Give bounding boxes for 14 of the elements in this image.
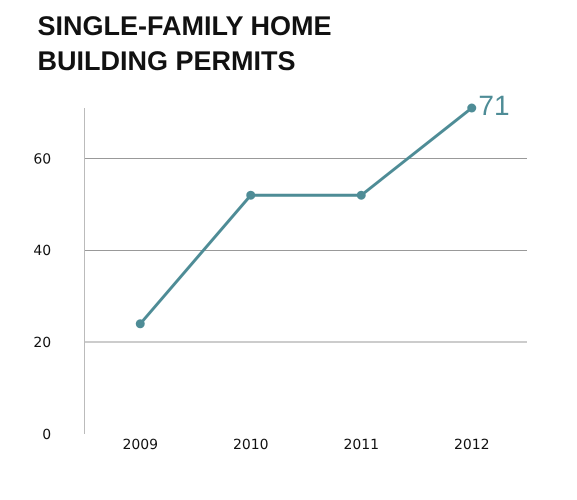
data-label: 71	[478, 90, 510, 121]
x-tick-label: 2010	[232, 437, 269, 453]
x-tick-label: 2012	[454, 437, 490, 453]
x-tick-label: 2009	[122, 437, 158, 453]
x-tick-label: 2011	[343, 437, 380, 453]
y-tick-label: 20	[33, 335, 52, 352]
y-tick-label: 60	[33, 151, 52, 168]
point	[246, 190, 256, 200]
point	[356, 190, 366, 200]
y-tick-label: 40	[33, 243, 52, 260]
y-tick-label: 0	[42, 426, 52, 443]
chart-title: SINGLE-FAMILY HOME BUILDING PERMITS	[38, 11, 332, 76]
point	[136, 319, 145, 328]
point	[467, 104, 476, 112]
